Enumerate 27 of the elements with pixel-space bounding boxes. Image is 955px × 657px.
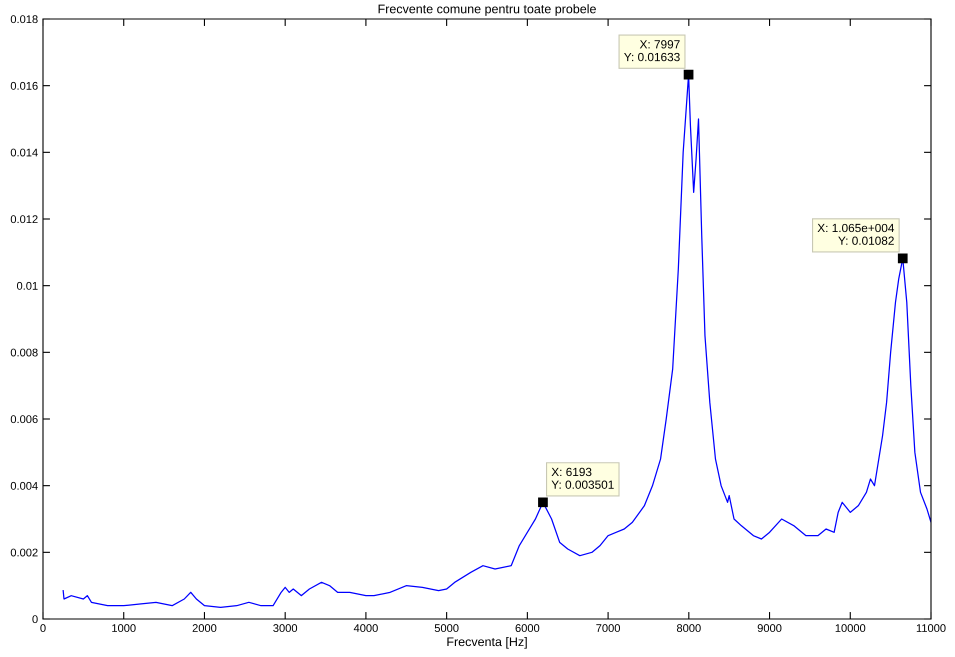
annotation: X: 7997 Y: 0.01633	[624, 40, 680, 62]
x-tick-label: 3000	[273, 624, 298, 632]
y-tick-label: 0.016	[10, 82, 38, 90]
x-tick-label: 5000	[434, 624, 459, 632]
x-tick-label: 0	[40, 624, 46, 632]
y-tick-label: 0.01	[16, 282, 38, 290]
x-tick-label: 8000	[676, 624, 701, 632]
annotation: X: 6193 Y: 0.003501	[552, 468, 614, 489]
annotation: X: 1.065e+004 Y: 0.01082	[818, 224, 894, 245]
y-tick-label: 0.014	[10, 148, 38, 156]
y-tick-label: 0.006	[10, 415, 38, 424]
x-tick-label: 9000	[758, 624, 782, 632]
x-tick-label: 7000	[596, 624, 620, 632]
y-tick-label: 0.012	[10, 215, 38, 224]
x-tick-label: 6000	[516, 624, 540, 632]
x-tick-label: 10000	[836, 624, 866, 632]
x-tick-label: 4000	[354, 624, 378, 632]
y-tick-label: 0.008	[10, 348, 38, 356]
y-tick-label: 0	[32, 615, 38, 624]
y-tick-label: 0.018	[10, 15, 38, 24]
x-axis-title: Frecventa [Hz]	[447, 636, 527, 649]
x-tick-label: 11000	[916, 624, 946, 632]
y-tick-label: 0.004	[10, 482, 38, 490]
x-tick-label: 2000	[192, 624, 216, 632]
y-tick-label: 0.002	[10, 548, 38, 556]
chart-title: Frecvente comune pentru toate probele	[378, 4, 596, 16]
x-tick-label: 1000	[112, 624, 136, 632]
